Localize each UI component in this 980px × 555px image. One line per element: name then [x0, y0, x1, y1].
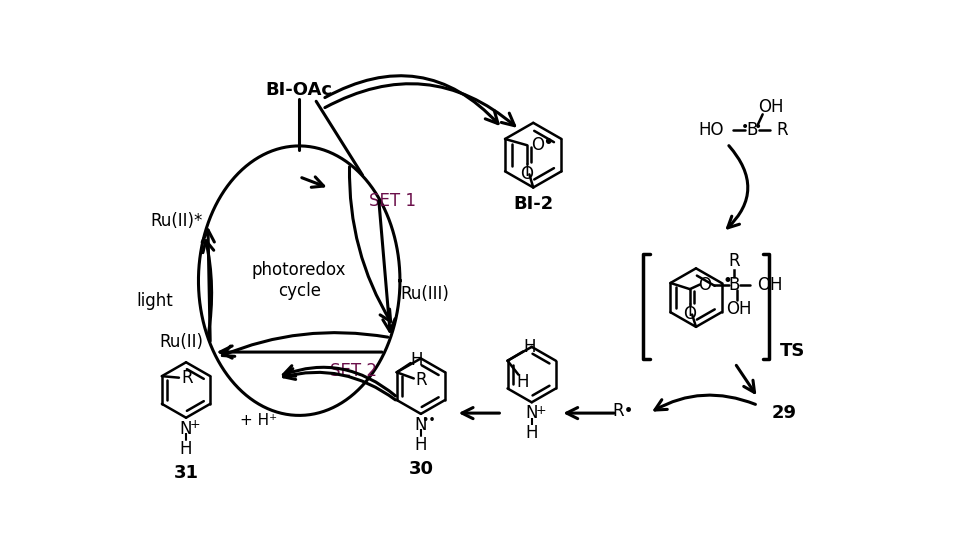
- Text: •: •: [542, 133, 554, 152]
- Text: R: R: [776, 121, 788, 139]
- Text: R: R: [181, 369, 192, 387]
- Text: R•: R•: [612, 402, 634, 420]
- Text: Ru(III): Ru(III): [400, 285, 449, 302]
- Text: HO: HO: [699, 121, 724, 139]
- Text: 30: 30: [409, 460, 433, 478]
- Text: H: H: [415, 436, 427, 453]
- Text: TS: TS: [780, 342, 806, 361]
- Text: +: +: [189, 418, 200, 431]
- Text: H: H: [411, 351, 423, 369]
- Text: O: O: [531, 136, 544, 154]
- Text: •: •: [741, 120, 749, 134]
- Text: Ru(II)*: Ru(II)*: [151, 211, 203, 230]
- Text: ••: ••: [421, 413, 436, 427]
- Text: N: N: [415, 416, 427, 433]
- Text: O: O: [698, 275, 711, 294]
- Text: O: O: [683, 305, 697, 323]
- Text: SET 2: SET 2: [330, 362, 377, 380]
- Text: OH: OH: [726, 300, 752, 318]
- Text: I: I: [687, 302, 692, 320]
- Text: •: •: [754, 120, 762, 134]
- Text: photoredox
cycle: photoredox cycle: [252, 261, 347, 300]
- Text: BI-OAc: BI-OAc: [266, 80, 332, 99]
- Text: •: •: [723, 273, 733, 290]
- Text: O: O: [520, 165, 533, 183]
- Text: Ru(II): Ru(II): [159, 333, 203, 351]
- Text: BI-2: BI-2: [514, 195, 554, 214]
- Text: N: N: [525, 404, 538, 422]
- Text: +: +: [536, 403, 546, 416]
- Text: 29: 29: [772, 404, 797, 422]
- Text: H: H: [516, 374, 529, 391]
- Text: H: H: [525, 424, 538, 442]
- Text: OH: OH: [758, 98, 783, 115]
- Text: SET 1: SET 1: [368, 193, 416, 210]
- Text: I: I: [524, 162, 529, 180]
- Text: H: H: [523, 338, 535, 356]
- Text: light: light: [136, 292, 173, 310]
- Text: 31: 31: [173, 464, 199, 482]
- Text: + H⁺: + H⁺: [239, 413, 276, 428]
- Text: R: R: [728, 253, 740, 270]
- Text: B: B: [728, 275, 740, 294]
- Text: H: H: [179, 440, 192, 457]
- Text: N: N: [179, 420, 192, 437]
- Text: R: R: [416, 371, 427, 389]
- Text: B: B: [746, 121, 758, 139]
- Text: OH: OH: [758, 275, 783, 294]
